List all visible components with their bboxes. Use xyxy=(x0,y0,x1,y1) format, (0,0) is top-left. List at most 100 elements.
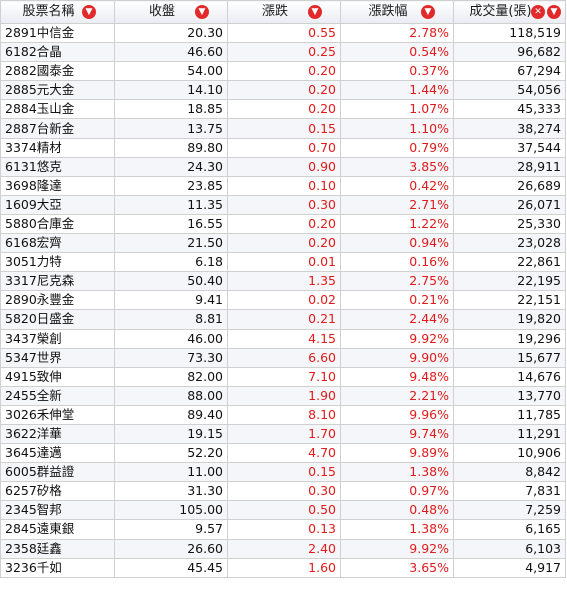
close-price-cell: 105.00 xyxy=(114,500,228,521)
stock-name-cell[interactable]: 2890永豐金 xyxy=(0,290,115,311)
table-row[interactable]: 2890永豐金 9.41 0.02 0.21% 22,151 xyxy=(0,290,566,311)
change-pct-cell: 0.16% xyxy=(340,252,454,273)
change-pct-cell: 9.74% xyxy=(340,423,454,445)
sort-down-arrow-icon[interactable]: ▼ xyxy=(195,5,209,19)
change-pct-cell: 1.10% xyxy=(340,118,454,139)
close-price-cell: 52.20 xyxy=(114,443,228,464)
stock-name-cell[interactable]: 5880合庫金 xyxy=(0,213,115,235)
change-pct-cell: 3.85% xyxy=(340,156,454,177)
stock-name-cell[interactable]: 6257矽格 xyxy=(0,481,115,502)
stock-name-cell[interactable]: 5820日盛金 xyxy=(0,309,115,330)
table-row[interactable]: 2845遠東銀 9.57 0.13 1.38% 6,165 xyxy=(0,519,566,540)
stock-name-cell[interactable]: 3051力特 xyxy=(0,252,115,273)
close-price-cell: 13.75 xyxy=(114,118,228,139)
stock-name-cell[interactable]: 3236千如 xyxy=(0,557,115,578)
stock-name-cell[interactable]: 3374精材 xyxy=(0,137,115,158)
change-cell: 0.90 xyxy=(227,156,341,177)
change-pct-cell: 9.92% xyxy=(340,538,454,559)
stock-name-cell[interactable]: 2887台新金 xyxy=(0,118,115,139)
table-row[interactable]: 6168宏齊 21.50 0.20 0.94% 23,028 xyxy=(0,233,566,254)
column-header-close[interactable]: 收盤 ▼ xyxy=(114,0,228,24)
table-row[interactable]: 3698隆達 23.85 0.10 0.42% 26,689 xyxy=(0,175,566,196)
table-row[interactable]: 2455全新 88.00 1.90 2.21% 13,770 xyxy=(0,385,566,406)
close-price-cell: 24.30 xyxy=(114,156,228,177)
stock-name-cell[interactable]: 2455全新 xyxy=(0,385,115,406)
change-pct-cell: 9.90% xyxy=(340,347,454,368)
column-header-name[interactable]: 股票名稱 ▼ xyxy=(0,0,115,24)
table-row[interactable]: 3026禾伸堂 89.40 8.10 9.96% 11,785 xyxy=(0,404,566,425)
table-row[interactable]: 3645達邁 52.20 4.70 9.89% 10,906 xyxy=(0,443,566,464)
column-header-change[interactable]: 漲跌 ▼ xyxy=(227,0,341,24)
table-row[interactable]: 5820日盛金 8.81 0.21 2.44% 19,820 xyxy=(0,309,566,330)
table-row[interactable]: 6005群益證 11.00 0.15 1.38% 8,842 xyxy=(0,462,566,483)
volume-cell: 14,676 xyxy=(453,366,566,387)
stock-name-cell[interactable]: 3698隆達 xyxy=(0,175,115,196)
change-cell: 1.70 xyxy=(227,423,341,445)
sort-down-arrow-icon[interactable]: ▼ xyxy=(308,5,322,19)
table-row[interactable]: 2358廷鑫 26.60 2.40 9.92% 6,103 xyxy=(0,538,566,559)
clear-x-icon[interactable]: ✕ xyxy=(531,5,545,19)
column-header-volume[interactable]: 成交量(張) ✕ ▼ xyxy=(453,0,566,24)
table-row[interactable]: 3374精材 89.80 0.70 0.79% 37,544 xyxy=(0,137,566,158)
table-row[interactable]: 3622洋華 19.15 1.70 9.74% 11,291 xyxy=(0,423,566,445)
stock-name-cell[interactable]: 3437榮創 xyxy=(0,328,115,349)
volume-cell: 23,028 xyxy=(453,233,566,254)
change-cell: 0.15 xyxy=(227,118,341,139)
table-row[interactable]: 2345智邦 105.00 0.50 0.48% 7,259 xyxy=(0,500,566,521)
sort-down-arrow-icon[interactable]: ▼ xyxy=(421,5,435,19)
volume-cell: 15,677 xyxy=(453,347,566,368)
stock-name-cell[interactable]: 6131悠克 xyxy=(0,156,115,177)
stock-name-cell[interactable]: 1609大亞 xyxy=(0,194,115,215)
volume-cell: 11,785 xyxy=(453,404,566,425)
close-price-cell: 9.57 xyxy=(114,519,228,540)
change-cell: 0.50 xyxy=(227,500,341,521)
stock-name-cell[interactable]: 6168宏齊 xyxy=(0,233,115,254)
change-cell: 0.25 xyxy=(227,42,341,63)
table-row[interactable]: 6257矽格 31.30 0.30 0.97% 7,831 xyxy=(0,481,566,502)
table-row[interactable]: 1609大亞 11.35 0.30 2.71% 26,071 xyxy=(0,194,566,215)
table-row[interactable]: 2891中信金 20.30 0.55 2.78% 118,519 xyxy=(0,22,566,44)
stock-name-cell[interactable]: 2884玉山金 xyxy=(0,99,115,120)
change-cell: 0.20 xyxy=(227,61,341,82)
table-row[interactable]: 5347世界 73.30 6.60 9.90% 15,677 xyxy=(0,347,566,368)
stock-name-cell[interactable]: 2358廷鑫 xyxy=(0,538,115,559)
stock-name-cell[interactable]: 6005群益證 xyxy=(0,462,115,483)
stock-name-cell[interactable]: 5347世界 xyxy=(0,347,115,368)
stock-name-cell[interactable]: 2891中信金 xyxy=(0,22,115,44)
close-price-cell: 11.35 xyxy=(114,194,228,215)
table-row[interactable]: 2884玉山金 18.85 0.20 1.07% 45,333 xyxy=(0,99,566,120)
change-cell: 6.60 xyxy=(227,347,341,368)
sort-down-arrow-icon[interactable]: ▼ xyxy=(82,5,96,19)
change-cell: 1.60 xyxy=(227,557,341,578)
volume-cell: 19,296 xyxy=(453,328,566,349)
table-row[interactable]: 3236千如 45.45 1.60 3.65% 4,917 xyxy=(0,557,566,578)
table-row[interactable]: 5880合庫金 16.55 0.20 1.22% 25,330 xyxy=(0,213,566,235)
stock-name-cell[interactable]: 2885元大金 xyxy=(0,80,115,101)
table-row[interactable]: 6182合晶 46.60 0.25 0.54% 96,682 xyxy=(0,42,566,63)
close-price-cell: 46.00 xyxy=(114,328,228,349)
stock-name-cell[interactable]: 3645達邁 xyxy=(0,443,115,464)
close-price-cell: 89.40 xyxy=(114,404,228,425)
stock-name-cell[interactable]: 3026禾伸堂 xyxy=(0,404,115,425)
stock-name-cell[interactable]: 2345智邦 xyxy=(0,500,115,521)
change-cell: 0.10 xyxy=(227,175,341,196)
table-row[interactable]: 2887台新金 13.75 0.15 1.10% 38,274 xyxy=(0,118,566,139)
column-header-change-pct[interactable]: 漲跌幅 ▼ xyxy=(340,0,454,24)
stock-name-cell[interactable]: 2882國泰金 xyxy=(0,61,115,82)
close-price-cell: 16.55 xyxy=(114,213,228,235)
table-row[interactable]: 6131悠克 24.30 0.90 3.85% 28,911 xyxy=(0,156,566,177)
stock-name-cell[interactable]: 4915致伸 xyxy=(0,366,115,387)
stock-name-cell[interactable]: 3317尼克森 xyxy=(0,271,115,292)
table-row[interactable]: 3317尼克森 50.40 1.35 2.75% 22,195 xyxy=(0,271,566,292)
volume-cell: 6,103 xyxy=(453,538,566,559)
table-row[interactable]: 4915致伸 82.00 7.10 9.48% 14,676 xyxy=(0,366,566,387)
table-row[interactable]: 3051力特 6.18 0.01 0.16% 22,861 xyxy=(0,252,566,273)
table-row[interactable]: 2882國泰金 54.00 0.20 0.37% 67,294 xyxy=(0,61,566,82)
stock-name-cell[interactable]: 2845遠東銀 xyxy=(0,519,115,540)
close-price-cell: 89.80 xyxy=(114,137,228,158)
table-row[interactable]: 2885元大金 14.10 0.20 1.44% 54,056 xyxy=(0,80,566,101)
sort-down-arrow-icon[interactable]: ▼ xyxy=(547,5,561,19)
table-row[interactable]: 3437榮創 46.00 4.15 9.92% 19,296 xyxy=(0,328,566,349)
stock-name-cell[interactable]: 3622洋華 xyxy=(0,423,115,445)
stock-name-cell[interactable]: 6182合晶 xyxy=(0,42,115,63)
